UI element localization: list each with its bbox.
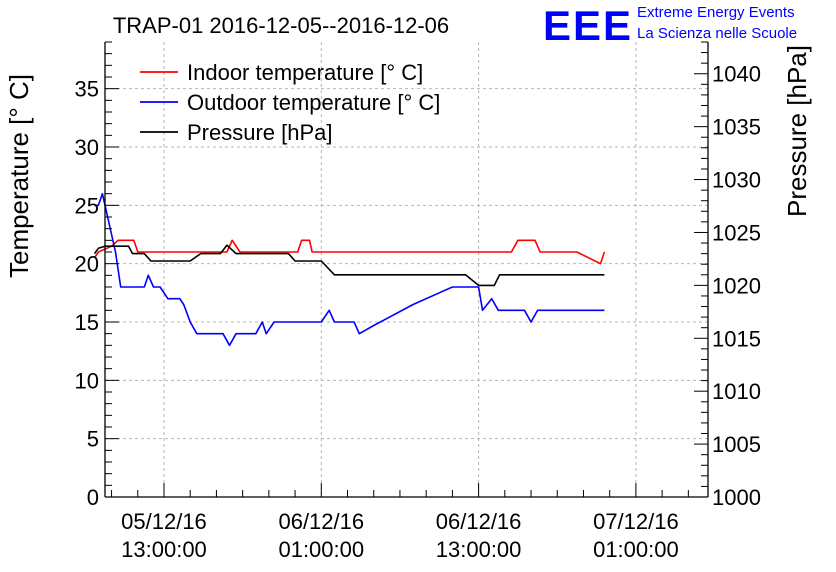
y-tick-label: 15 <box>75 310 99 335</box>
series-line-2 <box>93 244 605 287</box>
legend-label-1: Outdoor temperature [° C] <box>187 90 440 115</box>
y-axis-title: Temperature [° C] <box>4 74 34 278</box>
axes: 0510152025303510001005101010151020102510… <box>75 41 761 562</box>
y2-tick-label: 1005 <box>712 432 761 457</box>
y-tick-label: 10 <box>75 368 99 393</box>
plot-series <box>93 192 606 347</box>
x-tick-label-time: 13:00:00 <box>436 537 522 562</box>
y-tick-label: 25 <box>75 193 99 218</box>
y-tick-label: 5 <box>87 427 99 452</box>
x-tick-label-time: 01:00:00 <box>278 537 364 562</box>
x-tick-label-time: 13:00:00 <box>121 537 207 562</box>
x-tick-label-date: 06/12/16 <box>278 509 364 534</box>
grid <box>105 42 708 497</box>
y2-axis-title: Pressure [hPa] <box>782 45 812 217</box>
x-tick-label-date: 06/12/16 <box>436 509 522 534</box>
y2-tick-label: 1015 <box>712 326 761 351</box>
y-tick-label: 30 <box>75 135 99 160</box>
legend: Indoor temperature [° C] Outdoor temperat… <box>140 60 440 145</box>
y2-tick-label: 1000 <box>712 485 761 510</box>
y2-tick-label: 1010 <box>712 379 761 404</box>
x-tick-label-date: 07/12/16 <box>593 509 679 534</box>
eee-logo: EEE Extreme Energy Events La Scienza nel… <box>543 2 797 49</box>
series-line-0 <box>93 239 606 265</box>
legend-label-0: Indoor temperature [° C] <box>187 60 423 85</box>
y-tick-label: 0 <box>87 485 99 510</box>
logo-mark: EEE <box>543 2 633 49</box>
y-tick-label: 20 <box>75 252 99 277</box>
logo-line-1: Extreme Energy Events <box>637 4 795 21</box>
x-tick-label-date: 05/12/16 <box>121 509 207 534</box>
y-tick-label: 35 <box>75 77 99 102</box>
y2-tick-label: 1020 <box>712 273 761 298</box>
series-line-1 <box>94 192 605 347</box>
x-tick-label-time: 01:00:00 <box>593 537 679 562</box>
y2-tick-label: 1035 <box>712 115 761 140</box>
chart-title: TRAP-01 2016-12-05--2016-12-06 <box>113 13 449 38</box>
legend-label-2: Pressure [hPa] <box>187 120 333 145</box>
y2-tick-label: 1025 <box>712 220 761 245</box>
y2-tick-label: 1040 <box>712 62 761 87</box>
logo-line-2: La Scienza nelle Scuole <box>637 25 797 42</box>
y2-tick-label: 1030 <box>712 168 761 193</box>
